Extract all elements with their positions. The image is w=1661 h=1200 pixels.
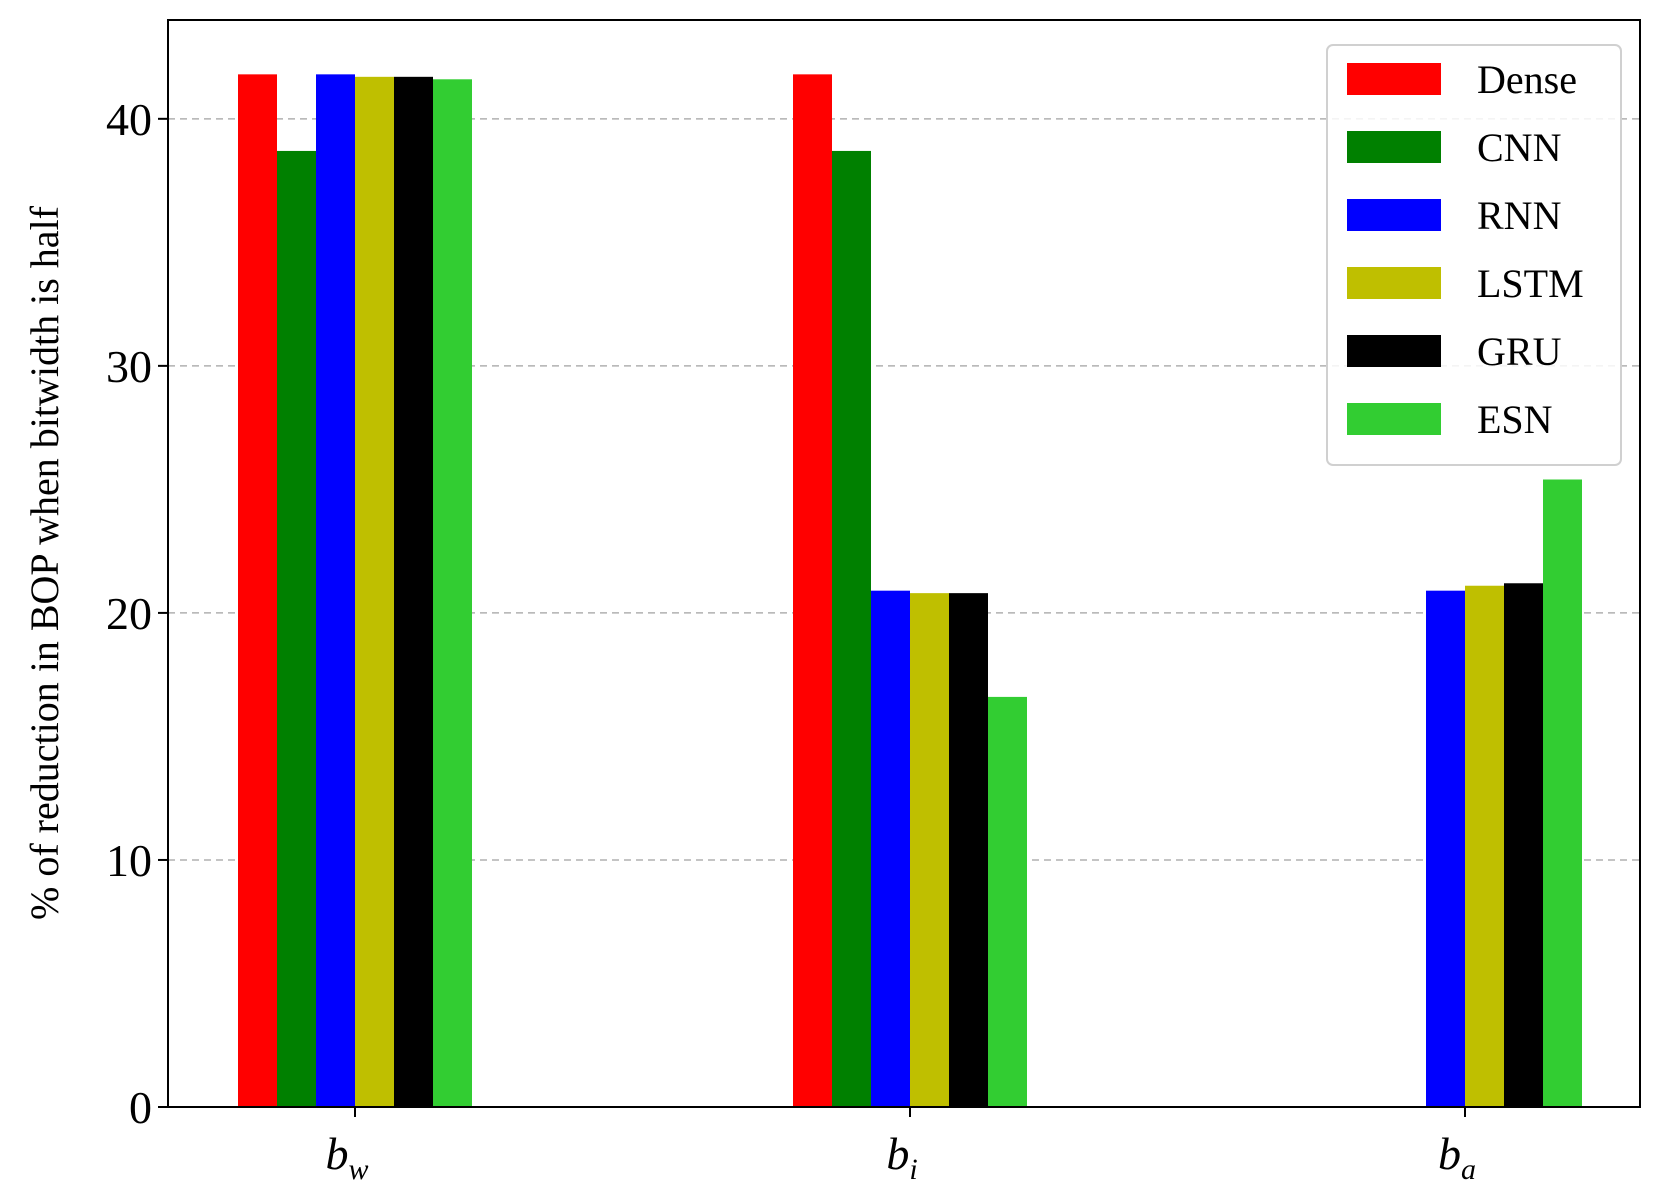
legend-swatch-cnn [1347, 131, 1441, 163]
y-tick-label: 0 [129, 1082, 152, 1133]
legend-label-gru: GRU [1477, 329, 1562, 374]
bar-cnn-bi [832, 150, 871, 1108]
y-axis-label: % of reduction in BOP when bitwidth is h… [22, 205, 67, 920]
bar-cnn-bw [277, 150, 316, 1108]
legend-swatch-gru [1347, 335, 1441, 367]
x-tick-label: ba [1438, 1128, 1476, 1186]
legend-box [1326, 44, 1622, 466]
x-tick-label: bw [325, 1128, 368, 1186]
bar-esn-ba [1543, 479, 1582, 1108]
legend-swatch-rnn [1347, 199, 1441, 231]
legend-label-lstm: LSTM [1477, 261, 1584, 306]
bars [238, 74, 1582, 1108]
bar-lstm-bi [910, 593, 949, 1107]
legend-label-cnn: CNN [1477, 125, 1561, 170]
bar-lstm-bw [355, 76, 394, 1108]
bar-dense-bi [793, 74, 832, 1108]
bar-gru-bi [949, 593, 988, 1107]
plot-frame [167, 19, 1641, 1108]
y-tick-label: 30 [106, 341, 152, 392]
bar-lstm-ba [1465, 585, 1504, 1107]
y-tick-label: 40 [106, 94, 152, 145]
bar-esn-bw [433, 79, 472, 1108]
legend: Dense CNN RNN LSTM GRU ESN [1326, 44, 1622, 466]
legend-label-dense: Dense [1477, 57, 1577, 102]
legend-swatch-esn [1347, 403, 1441, 435]
bar-rnn-bw [316, 74, 355, 1108]
bar-esn-bi [988, 696, 1027, 1107]
legend-label-esn: ESN [1477, 397, 1553, 442]
bar-rnn-bi [871, 590, 910, 1107]
bar-gru-ba [1504, 583, 1543, 1107]
x-tick-label: bi [886, 1128, 917, 1186]
bar-gru-bw [394, 76, 433, 1108]
bar-rnn-ba [1426, 590, 1465, 1107]
y-tick-label: 20 [106, 588, 152, 639]
y-tick-label: 10 [106, 835, 152, 886]
bar-dense-bw [238, 74, 277, 1108]
legend-swatch-lstm [1347, 267, 1441, 299]
legend-label-rnn: RNN [1477, 193, 1561, 238]
legend-swatch-dense [1347, 63, 1441, 95]
y-axis: 0 10 20 30 40 [106, 94, 168, 1133]
x-axis: bw bi ba [325, 1107, 1476, 1186]
